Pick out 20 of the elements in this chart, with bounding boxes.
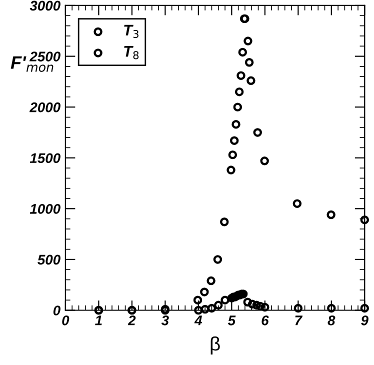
x-tick-label: 1 [95,316,102,326]
y-tick-label: 3000 [30,0,60,11]
x-tick-label: 5 [228,316,236,326]
legend-label: T$_{8}$ [124,46,139,60]
y-tick-label: 1000 [30,204,60,214]
y-tick-label: 500 [38,254,60,265]
x-tick-label: 8 [328,315,336,326]
x-tick-label: 7 [295,316,303,326]
x-tick-label: 0 [62,315,70,326]
x-tick-label: 6 [262,315,269,326]
y-tick-label: 1500 [30,153,60,164]
legend-label: T$_{3}$ [124,24,138,38]
x-tick-label: 9 [361,315,368,326]
x-axis-title: β [210,336,220,355]
y-tick-label: 2500 [29,52,60,62]
y-tick-label: 0 [53,306,60,316]
y-tick-label: 2000 [29,102,60,112]
x-tick-label: 4 [194,316,202,326]
x-tick-label: 3 [161,315,169,326]
x-tick-label: 2 [128,315,136,326]
